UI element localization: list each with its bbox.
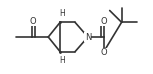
- Text: O: O: [100, 48, 107, 57]
- Text: N: N: [85, 32, 91, 42]
- Text: O: O: [100, 17, 107, 26]
- Text: H: H: [59, 56, 65, 65]
- Text: H: H: [59, 9, 65, 18]
- Text: O: O: [29, 17, 36, 26]
